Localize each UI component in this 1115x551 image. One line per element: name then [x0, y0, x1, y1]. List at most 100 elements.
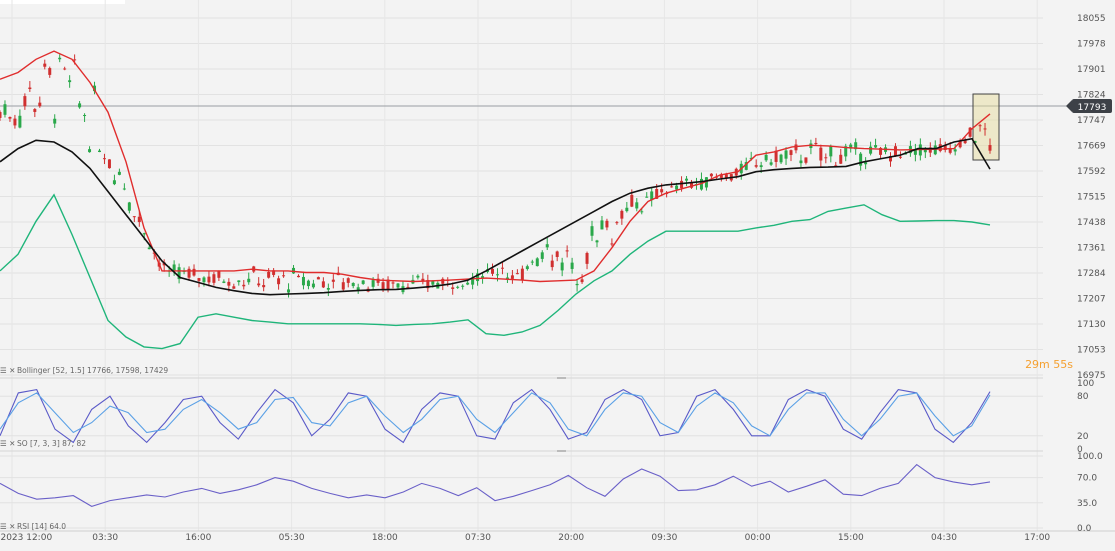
candle-body: [202, 277, 206, 283]
axis-labels: 18055 17978 17901 17824 17747 17669 17592 17515…: [0, 14, 1106, 543]
rsi-line: [0, 463, 991, 507]
candle-body: [580, 279, 584, 283]
candle-body: [292, 267, 296, 274]
price-tick-label: 17669: [1077, 142, 1106, 152]
rsi-label: RSI [14] 64.0: [17, 522, 66, 531]
candle-body: [301, 276, 305, 286]
candle-body: [869, 146, 873, 154]
candle-body: [844, 146, 848, 157]
candle-body: [789, 150, 793, 155]
candle-body: [595, 240, 599, 243]
resize-handle-2[interactable]: [557, 450, 566, 452]
price-tick-label: 17207: [1077, 295, 1106, 305]
candle-body: [456, 286, 460, 288]
price-tick-label: 17438: [1077, 218, 1106, 228]
candle-body: [33, 109, 37, 112]
candle-body: [635, 202, 639, 209]
candle-body: [232, 286, 236, 289]
time-tick-label: 04:30: [931, 533, 957, 543]
candle-body: [699, 178, 703, 190]
candle-body: [829, 146, 833, 157]
candle-body: [709, 173, 713, 177]
candle-body: [889, 156, 893, 162]
candle-body: [172, 264, 176, 271]
candle-body: [515, 273, 519, 275]
time-tick-label: 15:00: [838, 533, 864, 543]
candle-body: [112, 180, 116, 185]
candle-body: [13, 118, 17, 126]
bollinger-label: Bollinger [52, 1.5] 17766, 17598, 17429: [17, 366, 168, 375]
resize-handle-1[interactable]: [557, 377, 566, 379]
candle-body: [779, 154, 783, 163]
candle-body: [605, 220, 609, 228]
current-price-badge-arrow: [1066, 100, 1072, 112]
candle-body: [306, 280, 310, 287]
rsi-tick-label: 35.0: [1077, 499, 1097, 509]
candle-body: [58, 57, 62, 60]
time-tick-label: 00:00: [745, 533, 771, 543]
time-tick-label: 29.09.2023 12:00: [0, 533, 52, 543]
candle-body: [361, 280, 365, 284]
stochastic-legend[interactable]: ☰ ✕ SO [7, 3, 3] 87, 82: [0, 439, 86, 448]
candle-body: [321, 281, 325, 288]
candle-body: [570, 262, 574, 269]
candle-body: [620, 210, 624, 219]
stochastic-menu-icon[interactable]: ☰ ✕: [0, 439, 15, 448]
candle-body: [555, 251, 559, 257]
candle-body: [630, 194, 634, 207]
candle-body: [913, 149, 917, 155]
candle-body: [491, 268, 495, 274]
rsi-legend[interactable]: ☰ ✕ RSI [14] 64.0: [0, 522, 66, 531]
candle-body: [968, 127, 972, 137]
candle-body: [421, 278, 425, 282]
candle-body: [431, 280, 435, 285]
candle-body: [476, 273, 480, 282]
candle-body: [988, 145, 992, 151]
candle-body: [147, 247, 151, 250]
candle-body: [242, 284, 246, 287]
bollinger-lower-line: [0, 193, 991, 350]
candle-body: [690, 182, 694, 188]
price-tick-label: 17053: [1077, 346, 1106, 356]
candle-body: [879, 147, 883, 155]
price-tick-label: 18055: [1077, 14, 1106, 24]
candle-body: [38, 102, 42, 107]
candle-body: [132, 216, 136, 218]
current-price-badge: [1072, 99, 1112, 113]
candle-body: [675, 185, 679, 190]
candle-body: [645, 196, 649, 198]
candle-body: [749, 157, 753, 159]
candle-body: [670, 186, 674, 188]
highlight-box[interactable]: [972, 93, 1000, 161]
rsi-menu-icon[interactable]: ☰ ✕: [0, 522, 15, 531]
bollinger-legend[interactable]: ☰ ✕ Bollinger [52, 1.5] 17766, 17598, 17…: [0, 366, 168, 375]
candle-body: [560, 262, 564, 271]
price-tick-label: 17901: [1077, 65, 1106, 75]
candle-body: [287, 289, 291, 293]
candle-body: [341, 282, 345, 290]
candle-body: [222, 281, 226, 283]
time-tick-label: 03:30: [92, 533, 118, 543]
stochastic-tick-label: 0: [1077, 445, 1083, 455]
candle-body: [849, 144, 853, 149]
candle-body: [262, 285, 266, 288]
price-tick-label: 17515: [1077, 193, 1106, 203]
candle-body: [973, 141, 977, 143]
candle-body: [311, 283, 315, 288]
candle-body: [247, 278, 251, 283]
candle-body: [277, 278, 281, 285]
candle-body: [545, 244, 549, 248]
stochastic-tick-label: 20: [1077, 432, 1089, 442]
time-tick-label: 17:00: [1024, 533, 1050, 543]
candle-body: [864, 162, 868, 165]
candle-body: [724, 174, 728, 179]
candle-body: [48, 68, 52, 75]
candle-body: [53, 118, 57, 124]
bollinger-menu-icon[interactable]: ☰ ✕: [0, 366, 15, 375]
candle-body: [600, 220, 604, 230]
candle-body: [953, 149, 957, 152]
candle-body: [371, 280, 375, 287]
candle-body: [650, 191, 654, 201]
